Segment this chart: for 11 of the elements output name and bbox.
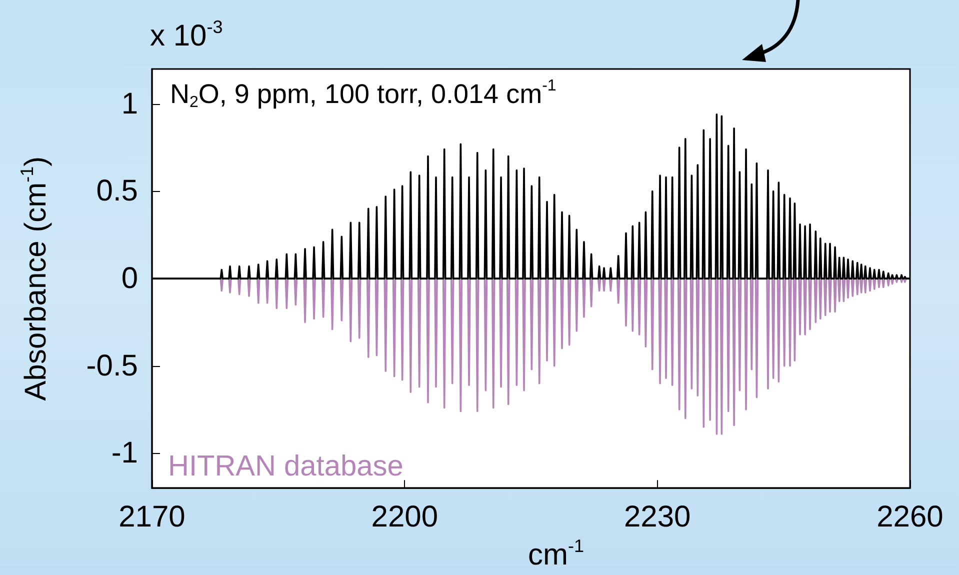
x-tick-label: 2230 — [624, 500, 691, 534]
y-tick-label: 0.5 — [96, 174, 138, 208]
y-axis-title: Absorbance (cm-1) — [17, 156, 52, 401]
y-tick-label: 0 — [121, 262, 138, 296]
x-tick-label: 2260 — [876, 500, 944, 534]
x-tick-label: 2170 — [118, 500, 186, 534]
y-tick-label: 1 — [121, 87, 138, 120]
y-tick-label: -1 — [111, 436, 138, 470]
x-tick-label: 2200 — [371, 500, 438, 534]
series-label: HITRAN database — [168, 450, 404, 482]
y-tick-label: -0.5 — [86, 349, 138, 382]
